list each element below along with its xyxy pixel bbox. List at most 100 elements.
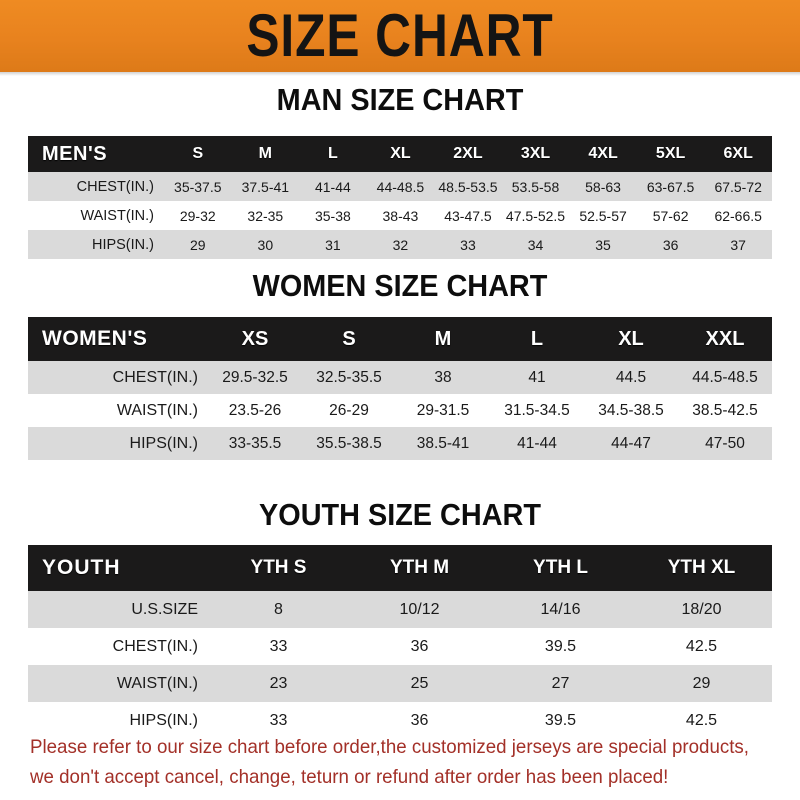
men-cell: 63-67.5 (636, 172, 705, 201)
women-cell: 34.5-38.5 (584, 394, 678, 427)
men-cell: 48.5-53.5 (434, 172, 502, 201)
men-cell: 41-44 (299, 172, 367, 201)
men-size-table: MEN'S S M L XL 2XL 3XL 4XL 5XL 6XL CHEST(IN.) 35-37… (28, 136, 772, 259)
table-row: HIPS(IN.) 29 30 31 32 33 34 35 36 37 (28, 230, 772, 259)
table-row: U.S.SIZE 8 10/12 14/16 18/20 (28, 591, 772, 628)
table-row: HIPS(IN.) 33-35.5 35.5-38.5 38.5-41 41-44 44-… (28, 427, 772, 460)
men-cell: 32-35 (231, 201, 300, 230)
youth-cell: 42.5 (631, 702, 772, 739)
men-column-header: 3XL (520, 145, 551, 162)
section-title-man: MAN SIZE CHART (276, 82, 524, 117)
women-cell: 47-50 (678, 427, 772, 460)
women-column-header: M (434, 327, 452, 350)
men-cell: 53.5-58 (501, 172, 570, 201)
youth-column-header: YTH L (533, 557, 588, 578)
women-column-header: S (342, 327, 356, 350)
men-cell: 33 (434, 230, 502, 259)
table-row: WAIST(IN.) 29-32 32-35 35-38 38-43 43-47.5 47.… (28, 201, 772, 230)
men-column-header: S (192, 145, 204, 162)
women-cell: 38.5-41 (396, 427, 490, 460)
youth-size-table: YOUTH YTH S YTH M YTH L YTH XL U.S.SIZE 8 10/12… (28, 545, 772, 739)
men-column-header: 5XL (655, 145, 686, 162)
women-column-header: L (530, 327, 544, 350)
youth-cell: 25 (349, 665, 490, 702)
youth-corner-label: YOUTH (42, 556, 121, 579)
women-table: WOMEN'S XS S M L XL XXL CHEST(IN.) 29.5-32.5 32.5… (28, 317, 772, 460)
youth-cell: 33 (208, 702, 349, 739)
youth-cell: 10/12 (349, 591, 490, 628)
youth-cell: 27 (490, 665, 631, 702)
men-row-label: CHEST(IN.) (28, 172, 164, 201)
youth-cell: 23 (208, 665, 349, 702)
section-title-women: WOMEN SIZE CHART (252, 268, 548, 303)
youth-cell: 29 (631, 665, 772, 702)
women-cell: 29.5-32.5 (208, 361, 302, 394)
women-cell: 38.5-42.5 (678, 394, 772, 427)
table-row: WAIST(IN.) 23 25 27 29 (28, 665, 772, 702)
men-row-label: WAIST(IN.) (28, 201, 164, 230)
men-cell: 58-63 (569, 172, 637, 201)
women-column-header: XS (241, 327, 269, 350)
men-cell: 52.5-57 (569, 201, 637, 230)
women-cell: 41 (490, 361, 584, 394)
youth-cell: 18/20 (631, 591, 772, 628)
women-cell: 33-35.5 (208, 427, 302, 460)
men-cell: 44-48.5 (366, 172, 435, 201)
men-cell: 47.5-52.5 (501, 201, 570, 230)
youth-row-label: CHEST(IN.) (28, 628, 208, 665)
youth-row-label: U.S.SIZE (28, 591, 208, 628)
women-cell: 38 (396, 361, 490, 394)
men-column-header: 2XL (453, 145, 483, 162)
youth-cell: 33 (208, 628, 349, 665)
youth-cell: 36 (349, 702, 490, 739)
men-cell: 30 (231, 230, 300, 259)
youth-cell: 39.5 (490, 628, 631, 665)
header-banner: SIZE CHART (0, 0, 800, 72)
youth-column-header: YTH S (250, 557, 307, 578)
table-row: CHEST(IN.) 29.5-32.5 32.5-35.5 38 41 44.5 44.5… (28, 361, 772, 394)
table-row: CHEST(IN.) 33 36 39.5 42.5 (28, 628, 772, 665)
page-title: SIZE CHART (246, 2, 554, 70)
men-cell: 62-66.5 (704, 201, 772, 230)
men-cell: 32 (366, 230, 435, 259)
men-cell: 35 (569, 230, 637, 259)
women-row-label: CHEST(IN.) (28, 361, 208, 394)
men-cell: 35-38 (299, 201, 367, 230)
women-cell: 26-29 (302, 394, 396, 427)
men-cell: 38-43 (366, 201, 435, 230)
women-cell: 44-47 (584, 427, 678, 460)
youth-column-header: YTH M (389, 557, 450, 578)
youth-cell: 36 (349, 628, 490, 665)
youth-row-label: WAIST(IN.) (28, 665, 208, 702)
table-row: WAIST(IN.) 23.5-26 26-29 29-31.5 31.5-34.5 34… (28, 394, 772, 427)
footer-disclaimer: Please refer to our size chart before or… (30, 732, 749, 792)
men-cell: 57-62 (636, 201, 705, 230)
women-size-table: WOMEN'S XS S M L XL XXL CHEST(IN.) 29.5-32.5 32.5… (28, 317, 772, 460)
youth-table: YOUTH YTH S YTH M YTH L YTH XL U.S.SIZE 8 10/12… (28, 545, 772, 739)
youth-column-header: YTH XL (667, 557, 736, 578)
women-cell: 41-44 (490, 427, 584, 460)
women-row-label: WAIST(IN.) (28, 394, 208, 427)
men-cell: 37.5-41 (231, 172, 300, 201)
section-title-youth: YOUTH SIZE CHART (259, 497, 541, 532)
men-cell: 34 (501, 230, 570, 259)
men-cell: 36 (636, 230, 705, 259)
youth-row-label: HIPS(IN.) (28, 702, 208, 739)
men-cell: 37 (704, 230, 772, 259)
women-column-header: XL (618, 327, 644, 350)
men-table: MEN'S S M L XL 2XL 3XL 4XL 5XL 6XL CHEST(IN.) 35-37… (28, 136, 772, 259)
men-column-header: 4XL (588, 145, 618, 162)
women-cell: 44.5-48.5 (678, 361, 772, 394)
women-cell: 29-31.5 (396, 394, 490, 427)
men-cell: 67.5-72 (704, 172, 772, 201)
men-cell: 31 (299, 230, 367, 259)
table-row: HIPS(IN.) 33 36 39.5 42.5 (28, 702, 772, 739)
women-cell: 35.5-38.5 (302, 427, 396, 460)
men-header-row: MEN'S S M L XL 2XL 3XL 4XL 5XL 6XL (28, 136, 772, 172)
men-column-header: 6XL (723, 145, 753, 162)
youth-cell: 14/16 (490, 591, 631, 628)
women-cell: 23.5-26 (208, 394, 302, 427)
men-column-header: L (327, 145, 338, 162)
footer-line-2: we don't accept cancel, change, teturn o… (30, 766, 669, 788)
